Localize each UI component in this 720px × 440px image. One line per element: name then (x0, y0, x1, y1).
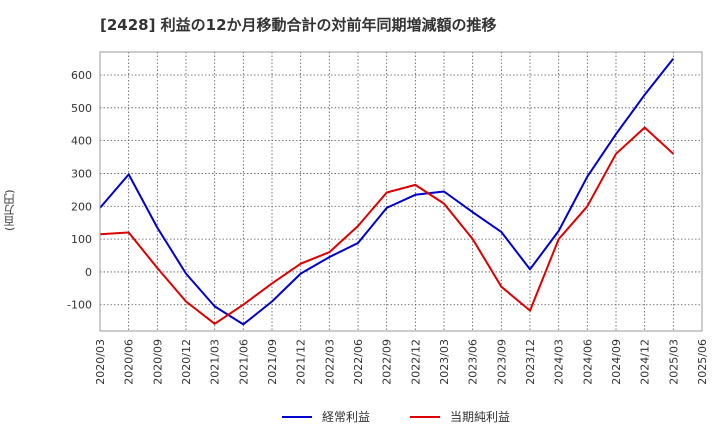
y-tick-label: 600 (71, 69, 92, 82)
data-point (471, 237, 475, 241)
y-tick-label: 200 (71, 200, 92, 213)
y-tick-label: 300 (71, 167, 92, 180)
x-tick-label: 2023/12 (524, 339, 537, 385)
x-tick-label: 2024/09 (610, 339, 623, 385)
data-point (499, 230, 503, 234)
data-point (127, 172, 131, 176)
data-point (499, 285, 503, 289)
data-point (413, 193, 417, 197)
data-point (471, 210, 475, 214)
x-tick-label: 2021/12 (295, 339, 308, 385)
series-lines (99, 57, 675, 326)
y-tick-label: 500 (71, 102, 92, 115)
y-tick-label: 0 (85, 266, 92, 279)
data-point (671, 152, 675, 156)
data-point (528, 267, 532, 271)
x-tick-label: 2025/03 (667, 339, 680, 385)
x-tick-label: 2022/12 (409, 339, 422, 385)
data-point (155, 266, 159, 270)
plot-frame (99, 51, 703, 332)
x-tick-label: 2024/12 (639, 339, 652, 385)
data-point (614, 152, 618, 156)
data-point (643, 93, 647, 97)
data-point (299, 272, 303, 276)
data-point (385, 206, 389, 210)
x-tick-label: 2023/09 (495, 339, 508, 385)
grid-lines (99, 52, 703, 331)
y-tick-label: 100 (71, 233, 92, 246)
data-point (270, 299, 274, 303)
data-point (585, 175, 589, 179)
legend-label: 経常利益 (322, 410, 370, 424)
x-tick-label: 2022/03 (323, 339, 336, 385)
data-point (327, 255, 331, 259)
data-point (557, 229, 561, 233)
x-tick-label: 2024/06 (581, 339, 594, 385)
data-point (213, 304, 217, 308)
y-axis-ticks: -100 0 100 200 300 400 500 600 (67, 69, 92, 312)
data-point (356, 241, 360, 245)
x-tick-label: 2021/03 (209, 339, 222, 385)
x-tick-label: 2021/09 (266, 339, 279, 385)
x-tick-label: 2020/03 (94, 339, 107, 385)
x-axis-ticks: 2020/03 2020/06 2020/09 2020/12 2021/03 2021/… (94, 339, 709, 385)
data-point (614, 132, 618, 136)
data-point (585, 204, 589, 208)
data-point (528, 309, 532, 313)
data-point (184, 299, 188, 303)
x-tick-label: 2020/06 (123, 339, 136, 385)
data-point (413, 183, 417, 187)
data-point (671, 57, 675, 61)
data-point (385, 190, 389, 194)
chart-title: [2428] 利益の12か月移動合計の対前年同期増減額の推移 (100, 16, 497, 34)
series-line-2 (99, 126, 674, 325)
x-tick-label: 2022/09 (381, 339, 394, 385)
data-point (184, 272, 188, 276)
data-point (127, 231, 131, 235)
x-tick-label: 2025/06 (696, 339, 709, 385)
data-point (442, 190, 446, 194)
x-tick-label: 2021/06 (237, 339, 250, 385)
x-tick-label: 2023/06 (467, 339, 480, 385)
data-point (356, 224, 360, 228)
legend-label: 当期純利益 (450, 410, 510, 424)
y-tick-label: 400 (71, 135, 92, 148)
x-tick-label: 2020/09 (151, 339, 164, 385)
x-tick-label: 2020/12 (180, 339, 193, 385)
y-tick-label: -100 (67, 299, 92, 312)
x-tick-label: 2024/03 (553, 339, 566, 385)
series-line-1 (99, 57, 675, 326)
x-tick-label: 2022/06 (352, 339, 365, 385)
data-point (213, 322, 217, 326)
legend: 経常利益 当期純利益 (282, 410, 510, 424)
data-point (442, 202, 446, 206)
data-point (270, 281, 274, 285)
data-point (155, 226, 159, 230)
data-point (241, 322, 245, 326)
x-tick-label: 2023/03 (438, 339, 451, 385)
data-point (643, 125, 647, 129)
data-point (299, 262, 303, 266)
data-point (327, 250, 331, 254)
data-point (557, 237, 561, 241)
data-point (241, 303, 245, 307)
